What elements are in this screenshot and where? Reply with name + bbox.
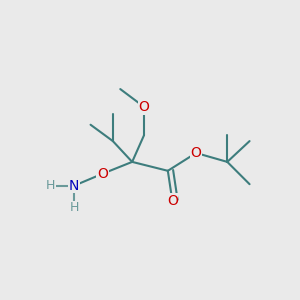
Text: O: O (97, 167, 108, 181)
Text: O: O (167, 194, 178, 208)
Text: H: H (46, 179, 55, 192)
Text: O: O (190, 146, 202, 160)
Text: H: H (70, 202, 79, 214)
Text: O: O (139, 100, 149, 114)
Text: N: N (69, 179, 80, 193)
